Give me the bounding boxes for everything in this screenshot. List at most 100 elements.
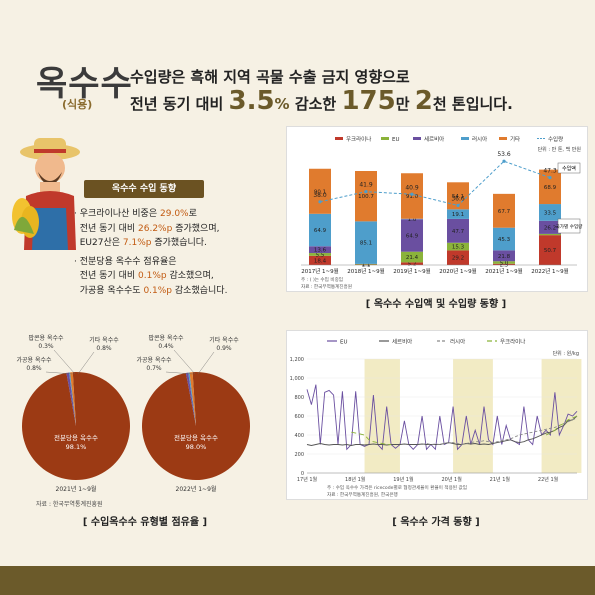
- legend-swatch-2: [413, 137, 421, 140]
- pie1-slice-3: [189, 372, 196, 426]
- headline-line1: 수입량은 흑해 지역 곡물 수출 금지 영향으로: [130, 68, 410, 86]
- bar-label-0-4: 2.5: [500, 262, 509, 268]
- x-tick-3: 20년 1월: [441, 476, 462, 483]
- bar-4-3: [447, 182, 469, 210]
- bar-label-1-3: 15.3: [452, 245, 465, 251]
- pie0-slice-1: [66, 372, 76, 426]
- pie0-title: 2021년 1~9월: [56, 485, 97, 493]
- pie1-pop-value: 0.4%: [158, 343, 174, 350]
- bar-category-2: 2019년 1~9월: [393, 267, 430, 275]
- bar-1-4: [493, 261, 515, 264]
- headline-unit1: 만: [395, 95, 410, 113]
- bar-label-4-0: 90.1: [314, 189, 326, 195]
- headline-num2: 2: [414, 86, 433, 116]
- bar-label-3-5: 33.5: [544, 210, 557, 216]
- bar-1-1: [355, 263, 377, 265]
- pie1-proc-label: 가공용 옥수수: [136, 356, 172, 364]
- pie0-slice-0: [21, 372, 130, 480]
- line-tag-box: [557, 162, 581, 174]
- pie1-pop-label: 팝콘용 옥수수: [148, 335, 184, 342]
- farmer-illustration: [12, 138, 80, 250]
- pie0-slice-3: [70, 372, 76, 426]
- pie1-title: 2022년 1~9월: [176, 485, 217, 493]
- pie1-proc-leader: [165, 371, 194, 375]
- bar-2-0: [309, 246, 331, 254]
- line-source: 자료 : 한국무역통계진흥원, 한국은행: [327, 491, 398, 498]
- bar-2-5: [539, 220, 561, 234]
- bar-label-4-3: 54.1: [452, 194, 464, 200]
- bar-label-0-1: 1.1: [362, 263, 371, 269]
- bar-label-3-0: 64.9: [314, 228, 327, 234]
- x-tick-5: 22년 1월: [538, 476, 559, 483]
- volume-label-3: 36.6: [451, 195, 465, 202]
- volume-point-1: [364, 190, 368, 194]
- bar-2-2: [401, 219, 423, 252]
- bar-label-4-5: 68.9: [544, 185, 557, 191]
- bar-chart-box: 우크라이나 EU 세르비아 러시아 기타 수입량 단위 : 만 톤, 백 만원 18.4 5.5…: [286, 126, 588, 292]
- volume-point-3: [456, 203, 460, 208]
- headline-suffix: 입니다.: [465, 95, 513, 113]
- bar-2-4: [493, 250, 515, 262]
- bar-3-2: [401, 218, 423, 220]
- legend-swatch-3: [461, 137, 469, 140]
- line-series-2: [422, 417, 578, 445]
- line-legend-label-2: 러시아: [450, 338, 465, 346]
- bar-category-1: 2018년 1~9월: [347, 267, 384, 275]
- pie0-pop-leader: [53, 349, 76, 375]
- bar-3-4: [493, 227, 515, 251]
- bar-4-5: [539, 169, 561, 205]
- bar-label-2-3: 47.7: [452, 229, 465, 235]
- legend-swatch-1: [381, 137, 389, 140]
- line-legend-label-3: 우크라이나: [500, 338, 525, 346]
- headline-pct-unit: %: [274, 95, 290, 113]
- page-title: 옥수수: [36, 64, 133, 104]
- bar-0-4: [493, 263, 515, 265]
- pie-source: 자료 : 한국무역통계진흥원: [36, 500, 103, 508]
- pie0-main-value: 98.1%: [66, 443, 87, 451]
- bar-4-1: [355, 171, 377, 222]
- panel-title: 옥수수 수입 동향: [84, 180, 204, 198]
- line-unit: 단위 : 원/kg: [553, 350, 579, 357]
- y-tick-2: 400: [294, 433, 304, 439]
- page-subtitle: (식용): [62, 98, 93, 111]
- x-tick-2: 19년 1월: [393, 476, 414, 483]
- volume-label-2: 40.9: [405, 184, 419, 191]
- bar-label-2-0: 13.6: [314, 248, 327, 254]
- bar-category-5: 2022년 1~9월: [531, 267, 568, 275]
- line-note: 주 : 수입 옥수수 가격은 ricecode별로 협정관세율이 환율이 적용된…: [327, 484, 467, 491]
- y-tick-1: 200: [294, 452, 304, 458]
- headline-pct: 3.5: [228, 86, 275, 116]
- bar-unit: 단위 : 만 톤, 백 만원: [538, 146, 582, 153]
- bar-0-5: [539, 235, 561, 265]
- bar-note: 주 : ( )는 수입 비중임: [301, 276, 343, 283]
- bar-4-0: [309, 168, 331, 214]
- pie1-main-value: 98.0%: [186, 443, 207, 451]
- bar-label-1-0: 5.5: [316, 252, 325, 258]
- headline-line2: 전년 동기 대비 3.5% 감소한 175만 2천 톤입니다.: [130, 86, 513, 116]
- pie0-main-label: 전분당용 옥수수: [54, 433, 98, 442]
- pie1-main-label: 전분당용 옥수수: [174, 433, 218, 442]
- volume-point-0: [318, 200, 322, 204]
- y-tick-5: 1,000: [290, 376, 304, 382]
- pie1-proc-value: 0.7%: [146, 365, 162, 372]
- y-tick-6: 1,200: [290, 357, 304, 363]
- bullet-ukraine: · 우크라이나산 비중은 29.0%로 전년 동기 대비 26.2%p 증가했으…: [74, 209, 220, 248]
- bar-3-1: [355, 221, 377, 264]
- x-tick-0: 17년 1월: [297, 476, 318, 483]
- line-chart-caption: [ 옥수수 가격 동향 ]: [392, 517, 480, 528]
- bar-category-4: 2021년 1~9월: [485, 267, 522, 275]
- bar-label-3-4: 45.3: [498, 237, 511, 243]
- bar-chart-caption: [ 옥수수 수입액 및 수입량 동향 ]: [365, 299, 507, 310]
- volume-point-5: [548, 176, 552, 180]
- bar-source: 자료 : 한국무역통계진흥원: [301, 283, 352, 290]
- legend-line-label: 수입량: [548, 135, 563, 143]
- pie0-slice-2: [69, 372, 76, 426]
- pie1-slice-1: [185, 372, 196, 426]
- bar-label-3-1: 85.1: [360, 241, 372, 247]
- bar-label-2-4: 21.8: [498, 254, 511, 260]
- volume-point-2: [410, 192, 414, 196]
- line-series-3: [351, 415, 578, 445]
